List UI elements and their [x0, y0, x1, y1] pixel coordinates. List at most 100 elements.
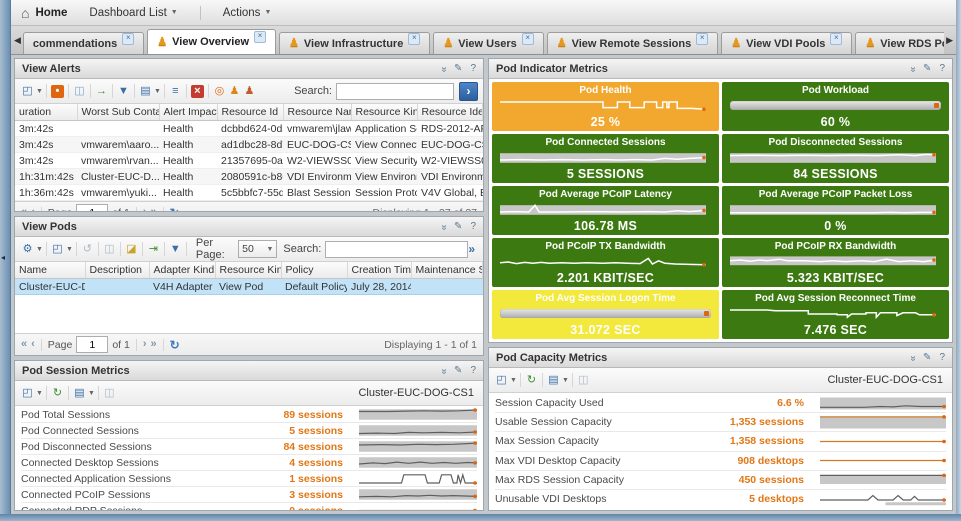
tab-view-rds-pools[interactable]: ♟View RDS Pools×: [855, 32, 945, 54]
metric-row-pod-total-sessions[interactable]: Pod Total Sessions 89 sessions: [21, 407, 477, 422]
collapse-panel-icon[interactable]: »: [438, 368, 450, 373]
page-input[interactable]: [76, 336, 109, 353]
watch-alert-icon[interactable]: ◎: [214, 84, 225, 97]
prev-page-icon[interactable]: ‹: [31, 338, 35, 350]
column-header-resource-name[interactable]: Resource Name: [283, 104, 352, 121]
metric-row-session-capacity-used[interactable]: Session Capacity Used 6.6 %: [495, 394, 946, 412]
per-page-select[interactable]: 50 ▼: [238, 240, 278, 258]
menu-actions[interactable]: Actions ▼: [223, 7, 272, 19]
tab-close-icon[interactable]: ×: [696, 32, 709, 45]
feed-icon[interactable]: •: [50, 84, 64, 98]
tab-view-overview[interactable]: ♟ View Overview ×: [147, 29, 277, 54]
metric-row-unusable-vdi-desktops[interactable]: Unusable VDI Desktops 5 desktops: [495, 488, 946, 508]
table-row[interactable]: 3m:42s Healthdcbbd624-0d5...vmwarem\jlawt…: [15, 120, 483, 137]
table-row[interactable]: 1h:31m:42s Cluster-EUC-D... Health 2080591c…: [15, 168, 483, 185]
column-header-policy[interactable]: Policy: [281, 262, 348, 279]
chevron-down-icon[interactable]: ▼: [561, 376, 569, 384]
release-user-icon[interactable]: ♟: [244, 84, 255, 97]
export-icon[interactable]: ⇥: [148, 242, 158, 255]
copy-icon[interactable]: ◫: [74, 84, 85, 97]
home-icon[interactable]: ⌂: [21, 4, 30, 21]
metric-row-pod-connected-sessions[interactable]: Pod Connected Sessions 5 sessions: [21, 422, 477, 438]
collapse-panel-icon[interactable]: »: [907, 355, 919, 360]
edit-panel-icon[interactable]: ✎: [923, 351, 932, 363]
refresh-icon[interactable]: ↻: [170, 207, 180, 212]
indicator-tile-pod-average-pcoip-latency[interactable]: Pod Average PCoIP Latency 106.78 MS: [492, 186, 719, 235]
chevron-down-icon[interactable]: ▼: [36, 87, 43, 95]
metric-row-max-session-capacity[interactable]: Max Session Capacity 1,358 sessions: [495, 431, 946, 450]
column-header-resource-identifier[interactable]: Resource Identifier: [417, 104, 483, 121]
first-page-icon[interactable]: «: [21, 207, 27, 212]
indicator-tile-pod-pcoip-rx-bandwidth[interactable]: Pod PCoIP RX Bandwidth 5.323 KBIT/SEC: [722, 238, 949, 287]
metric-row-max-rds-session-capacity[interactable]: Max RDS Session Capacity 450 sessions: [495, 469, 946, 489]
tab-scroll-right-icon[interactable]: ▶: [946, 34, 953, 45]
prev-page-icon[interactable]: ‹: [31, 207, 35, 212]
last-page-icon[interactable]: »: [151, 207, 157, 212]
gear-icon[interactable]: ⚙: [22, 242, 33, 255]
refresh-icon[interactable]: ↻: [526, 373, 537, 386]
indicator-tile-pod-connected-sessions[interactable]: Pod Connected Sessions 5 SESSIONS: [492, 134, 719, 183]
tab-view-remote-sessions[interactable]: ♟ View Remote Sessions ×: [546, 32, 719, 54]
help-icon[interactable]: ?: [470, 62, 476, 74]
search-go-icon[interactable]: ›: [459, 81, 478, 101]
open-in-dashboard-icon[interactable]: ◰: [52, 242, 63, 255]
left-splitter[interactable]: [0, 0, 11, 521]
pods-search-input[interactable]: [325, 240, 469, 258]
refresh-icon[interactable]: ↻: [169, 337, 180, 352]
tab-view-infrastructure[interactable]: ♟ View Infrastructure ×: [279, 32, 431, 54]
toolbar-overflow-icon[interactable]: »: [468, 242, 475, 256]
metric-row-pod-disconnected-sessions[interactable]: Pod Disconnected Sessions 84 sessions: [21, 438, 477, 454]
table-row[interactable]: 3m:42svmwarem\rvan...Health21357695-0a4.…: [15, 152, 483, 169]
collapse-panel-icon[interactable]: »: [438, 66, 450, 71]
refresh-icon[interactable]: ↻: [52, 386, 63, 399]
date-range-icon[interactable]: ▤: [140, 84, 151, 97]
date-range-icon[interactable]: ▤: [74, 386, 85, 399]
tab-commendations[interactable]: commendations ×: [22, 32, 145, 54]
metric-row-max-vdi-desktop-capacity[interactable]: Max VDI Desktop Capacity 908 desktops: [495, 450, 946, 470]
metric-row-connected-rdp-sessions[interactable]: Connected RDP Sessions 0 sessions: [21, 502, 477, 510]
open-in-dashboard-icon[interactable]: ◰: [496, 373, 507, 386]
help-icon[interactable]: ?: [939, 62, 945, 74]
help-icon[interactable]: ?: [470, 220, 476, 232]
menu-dashboard-list[interactable]: Dashboard List ▼: [89, 7, 177, 19]
date-range-icon[interactable]: ▤: [548, 373, 559, 386]
tab-view-vdi-pools[interactable]: ♟ View VDI Pools ×: [721, 32, 853, 54]
column-header-maintenance-sc[interactable]: Maintenance Sc: [411, 262, 483, 279]
chevron-down-icon[interactable]: ▼: [36, 389, 43, 397]
settings-icon[interactable]: ◫: [578, 373, 589, 386]
tab-close-icon[interactable]: ×: [122, 32, 135, 45]
indicator-tile-pod-workload[interactable]: Pod Workload 60 %: [722, 82, 949, 131]
indicator-tile-pod-disconnected-sessions[interactable]: Pod Disconnected Sessions 84 SESSIONS: [722, 134, 949, 183]
chevron-down-icon[interactable]: ▼: [510, 376, 517, 384]
collapse-panel-icon[interactable]: »: [438, 224, 450, 229]
filter-icon[interactable]: ▼: [169, 242, 181, 255]
edit-panel-icon[interactable]: ✎: [454, 220, 463, 232]
cancel-alert-icon[interactable]: ×: [190, 84, 204, 98]
edit-panel-icon[interactable]: ✎: [923, 62, 932, 74]
help-icon[interactable]: ?: [939, 351, 945, 363]
column-header-resource-id[interactable]: Resource Id: [217, 104, 284, 121]
next-page-icon[interactable]: ›: [142, 338, 147, 350]
column-header-worst-sub-contain[interactable]: Worst Sub Contain: [77, 104, 160, 121]
chevron-down-icon[interactable]: ▼: [153, 87, 161, 95]
chevron-down-icon[interactable]: ▼: [87, 389, 95, 397]
open-in-dashboard-icon[interactable]: ◰: [22, 84, 33, 97]
first-page-icon[interactable]: «: [21, 338, 28, 350]
table-row[interactable]: 1h:36m:42s vmwarem\yuki... Health 5c5bbfc7-…: [15, 184, 483, 201]
indicator-tile-pod-avg-session-logon-time[interactable]: Pod Avg Session Logon Time 31.072 SEC: [492, 290, 719, 339]
tab-view-users[interactable]: ♟ View Users ×: [433, 32, 544, 54]
edit-panel-icon[interactable]: ✎: [454, 364, 463, 376]
page-input[interactable]: [76, 204, 109, 211]
splitter-collapse-icon[interactable]: ◂: [1, 253, 6, 262]
tab-close-icon[interactable]: ×: [408, 32, 421, 45]
indicator-tile-pod-health[interactable]: Pod Health 25 %: [492, 82, 719, 131]
metric-row-connected-pcoip-sessions[interactable]: Connected PCoIP Sessions 3 sessions: [21, 486, 477, 502]
column-header-name[interactable]: Name: [15, 262, 86, 279]
help-icon[interactable]: ?: [470, 364, 476, 376]
indicator-tile-pod-pcoip-tx-bandwidth[interactable]: Pod PCoIP TX Bandwidth 2.201 KBIT/SEC: [492, 238, 719, 287]
settings-icon[interactable]: ◫: [104, 386, 115, 399]
column-header-creation-time[interactable]: Creation Time: [347, 262, 412, 279]
metric-row-usable-session-capacity[interactable]: Usable Session Capacity 1,353 sessions: [495, 412, 946, 431]
assign-user-icon[interactable]: ♟: [229, 84, 240, 97]
